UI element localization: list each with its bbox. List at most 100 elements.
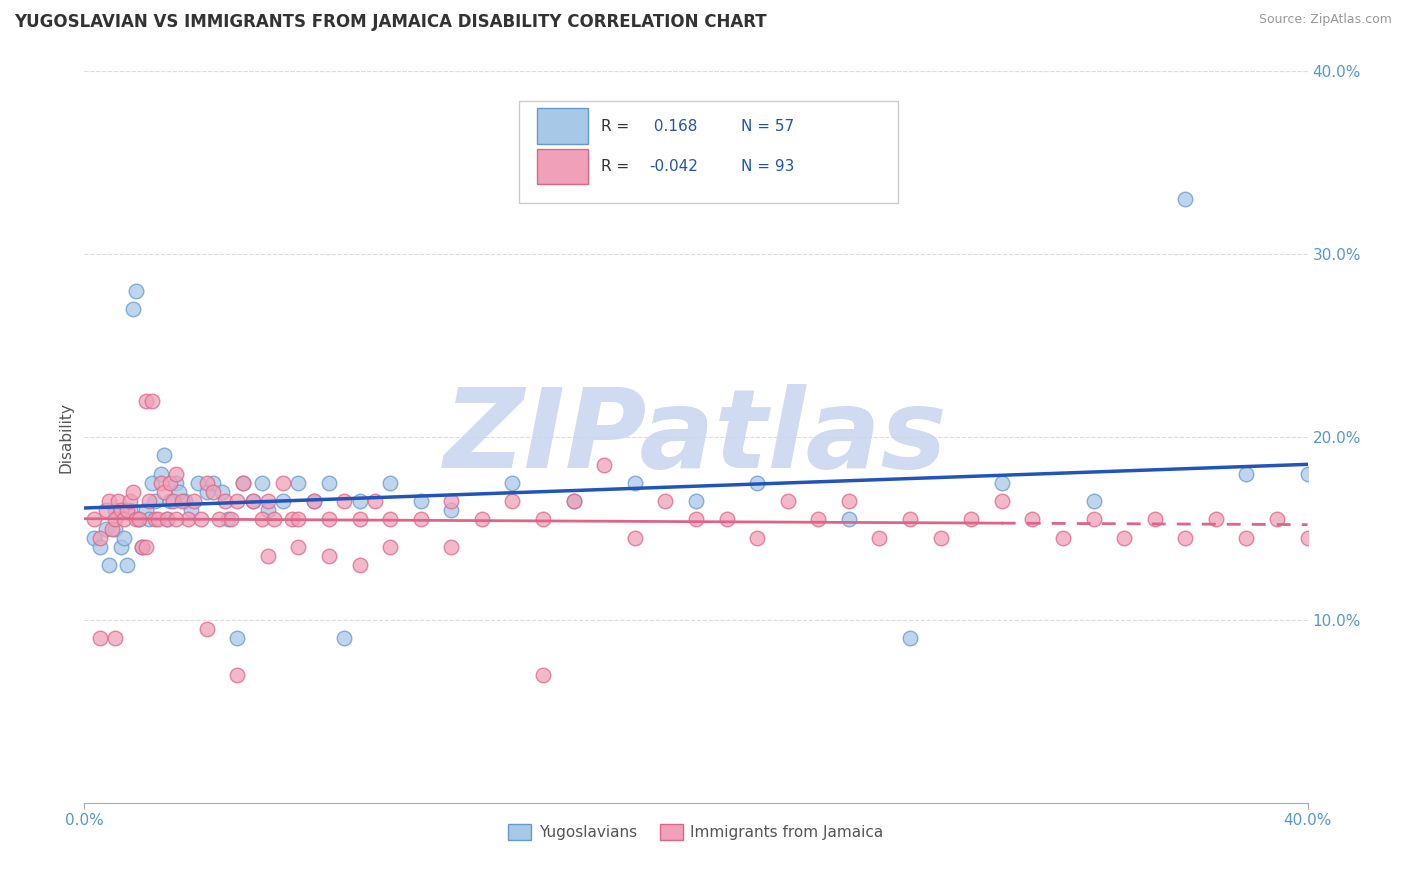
Point (217, 512, 239, 526)
FancyBboxPatch shape (537, 149, 588, 185)
Point (1174, 192, 1197, 206)
Point (1236, 467, 1258, 481)
Legend: Yugoslavians, Immigrants from Jamaica: Yugoslavians, Immigrants from Jamaica (502, 818, 890, 847)
Text: N = 57: N = 57 (741, 119, 794, 134)
Point (211, 485, 233, 500)
Point (685, 512, 707, 526)
Point (716, 512, 738, 526)
Text: -0.042: -0.042 (650, 159, 699, 174)
Text: R =: R = (600, 119, 634, 134)
Point (162, 494, 184, 508)
Point (318, 475, 340, 490)
Point (131, 540, 153, 554)
Point (149, 467, 172, 481)
Point (869, 531, 891, 545)
Point (110, 503, 132, 517)
Point (242, 494, 264, 508)
Point (101, 521, 124, 535)
Point (195, 485, 218, 500)
Point (263, 512, 285, 526)
Point (183, 494, 205, 508)
Point (271, 475, 294, 490)
Point (271, 494, 294, 508)
Point (125, 512, 148, 526)
Point (333, 494, 356, 508)
Point (159, 494, 181, 508)
Point (201, 485, 224, 500)
Point (302, 494, 325, 508)
Point (89, 531, 111, 545)
Point (287, 512, 309, 526)
Text: Source: ZipAtlas.com: Source: ZipAtlas.com (1258, 13, 1392, 27)
Point (257, 549, 280, 563)
Point (143, 512, 166, 526)
Point (1083, 512, 1105, 526)
Text: 0.168: 0.168 (650, 119, 697, 134)
Point (153, 485, 176, 500)
Point (115, 503, 138, 517)
Point (380, 512, 402, 526)
Point (125, 284, 148, 298)
Point (349, 494, 371, 508)
Point (83, 531, 105, 545)
Point (250, 512, 273, 526)
Point (156, 512, 179, 526)
Point (287, 540, 309, 554)
Text: N = 93: N = 93 (741, 159, 794, 174)
Point (165, 467, 187, 481)
Point (1083, 494, 1105, 508)
Point (1143, 512, 1166, 526)
Point (143, 494, 166, 508)
Point (232, 475, 254, 490)
Point (195, 622, 218, 636)
Point (562, 494, 585, 508)
Point (502, 475, 524, 490)
Point (128, 512, 150, 526)
Point (89, 632, 111, 646)
Point (165, 475, 187, 490)
Point (122, 485, 145, 500)
Point (440, 494, 463, 508)
Point (138, 512, 160, 526)
Point (97, 494, 120, 508)
Point (232, 475, 254, 490)
Point (250, 475, 273, 490)
Text: YUGOSLAVIAN VS IMMIGRANTS FROM JAMAICA DISABILITY CORRELATION CHART: YUGOSLAVIAN VS IMMIGRANTS FROM JAMAICA D… (14, 13, 766, 31)
FancyBboxPatch shape (537, 108, 588, 145)
Point (97, 558, 120, 573)
Point (177, 512, 200, 526)
Point (440, 503, 463, 517)
Point (186, 475, 208, 490)
Point (440, 540, 463, 554)
Point (120, 503, 142, 517)
Point (685, 494, 707, 508)
Point (776, 494, 799, 508)
Point (159, 475, 181, 490)
Point (141, 393, 163, 408)
Point (502, 494, 524, 508)
Point (135, 540, 157, 554)
Point (531, 667, 554, 681)
Point (409, 512, 432, 526)
Point (104, 512, 127, 526)
Text: R =: R = (600, 159, 634, 174)
Text: ZIPatlas: ZIPatlas (444, 384, 948, 491)
Point (257, 494, 280, 508)
Point (380, 540, 402, 554)
Point (201, 475, 224, 490)
Point (195, 475, 218, 490)
Point (146, 512, 169, 526)
Point (138, 494, 160, 508)
Point (156, 512, 179, 526)
Point (94, 503, 117, 517)
Point (929, 531, 952, 545)
Point (242, 494, 264, 508)
Point (318, 549, 340, 563)
Point (898, 632, 921, 646)
Point (1114, 531, 1136, 545)
Point (112, 531, 135, 545)
Point (104, 503, 127, 517)
Point (89, 540, 111, 554)
Point (281, 512, 304, 526)
FancyBboxPatch shape (519, 101, 898, 203)
